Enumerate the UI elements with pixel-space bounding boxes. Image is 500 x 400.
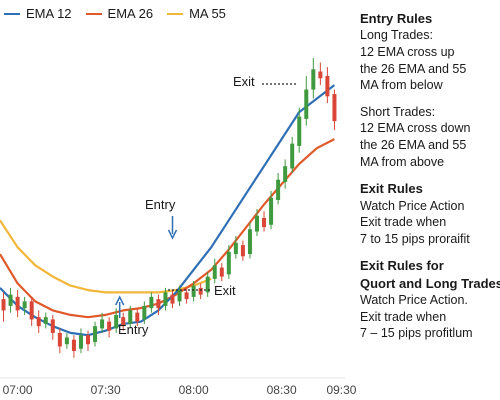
legend-swatch-ema26 [85,12,102,15]
short-rule-line: 12 EMA cross down [360,121,471,136]
candle-down [86,335,91,345]
rules-panel: Entry Rules Long Trades: 12 EMA cross up… [360,10,500,342]
candle-up [100,319,105,329]
candle-down [135,312,140,322]
long-trades-heading: Long Trades: [360,28,433,43]
x-tick-label: 09:30 [326,383,356,397]
exit-rule-line: Exit trade when [360,215,447,230]
candle-down [332,94,337,122]
candle-down [50,319,55,333]
candle-down [15,296,20,311]
candle-down [121,317,126,327]
annotation-exit-low: Exit [214,283,236,298]
exit2-rule-line: Exit trade when [360,309,447,324]
candle-down [29,301,34,320]
candle-up [283,166,288,182]
legend-item-ema12: EMA 12 [4,6,72,21]
candle-down [198,287,203,295]
x-tick-label: 08:30 [267,383,297,397]
candle-up [297,116,302,146]
candle-up [226,251,231,275]
candle-down [156,299,161,309]
candle-down [107,321,112,331]
candle-up [43,317,48,324]
candle-up [191,285,196,297]
candle-up [93,326,98,342]
legend-item-ema26: EMA 26 [85,6,154,21]
candle-up [64,337,69,345]
candle-up [233,242,238,255]
candle-down [71,339,76,351]
long-rule-line: the 26 EMA and 55 [360,61,467,76]
candle-down [1,299,6,311]
annotation-exit-top: Exit [233,74,255,89]
long-rule-line: MA from below [360,78,443,93]
candle-up [149,296,154,309]
exit-rule-line: 7 to 15 pips proraifit [360,231,470,246]
exit-rules-both-heading: Quort and Long Trades [360,275,500,291]
candle-up [311,69,316,90]
candle-up [290,143,295,169]
legend-item-ma55: MA 55 [167,6,226,21]
candle-down [36,317,41,327]
chart-legend: EMA 12 EMA 26 MA 55 [4,6,226,21]
candle-up [269,197,274,225]
candle-down [219,267,224,277]
x-tick-label: 07:30 [91,383,121,397]
annotation-entry-low: Entry [118,322,149,337]
candle-down [318,71,323,79]
candle-up [78,335,83,349]
exit-rules-both-heading: Exit Rules for [360,258,444,274]
candle-down [240,245,245,257]
exit2-rule-line: Watch Price Action. [360,293,468,307]
legend-label-ema12: EMA 12 [26,6,72,21]
annotation-entry-mid: Entry [145,197,176,212]
exit-rules-heading: Exit Rules [360,181,423,197]
short-rule-line: the 26 EMA and 55 [360,138,467,153]
candle-down [184,292,189,300]
candle-up [212,265,217,279]
exit-rule-line: Watch Price Action [360,198,465,213]
series-line-ma-55 [0,219,212,294]
candle-up [22,301,27,309]
candle-up [205,276,210,293]
entry-rules-title: Entry Rules [360,11,433,26]
exit2-rule-line: 7 – 15 pips profitlum [360,326,473,341]
candle-up [114,314,119,329]
legend-swatch-ma55 [167,12,184,15]
candle-up [163,292,168,306]
x-tick-label: 07:00 [3,383,33,397]
entry-low-arrow-head [115,295,125,306]
candle-up [247,229,252,255]
candle-down [170,294,175,304]
candle-up [8,294,13,306]
candle-down [262,218,267,228]
legend-swatch-ema12 [4,12,20,15]
short-rule-line: MA from above [360,154,445,169]
candle-up [177,290,182,302]
candle-down [57,332,62,347]
candle-up [128,310,133,324]
candle-up [142,305,147,320]
x-tick-label: 08:00 [179,383,209,397]
long-rule-line: 12 EMA cross up [360,44,455,59]
entry-mid-arrow-head [167,229,178,240]
candle-up [304,89,309,119]
legend-label-ma55: MA 55 [189,6,226,21]
candle-down [325,76,330,97]
candle-up [254,215,259,232]
short-trades-heading: Short Trades: [360,104,436,119]
candle-up [276,179,281,200]
legend-label-ema26: EMA 26 [107,6,154,21]
